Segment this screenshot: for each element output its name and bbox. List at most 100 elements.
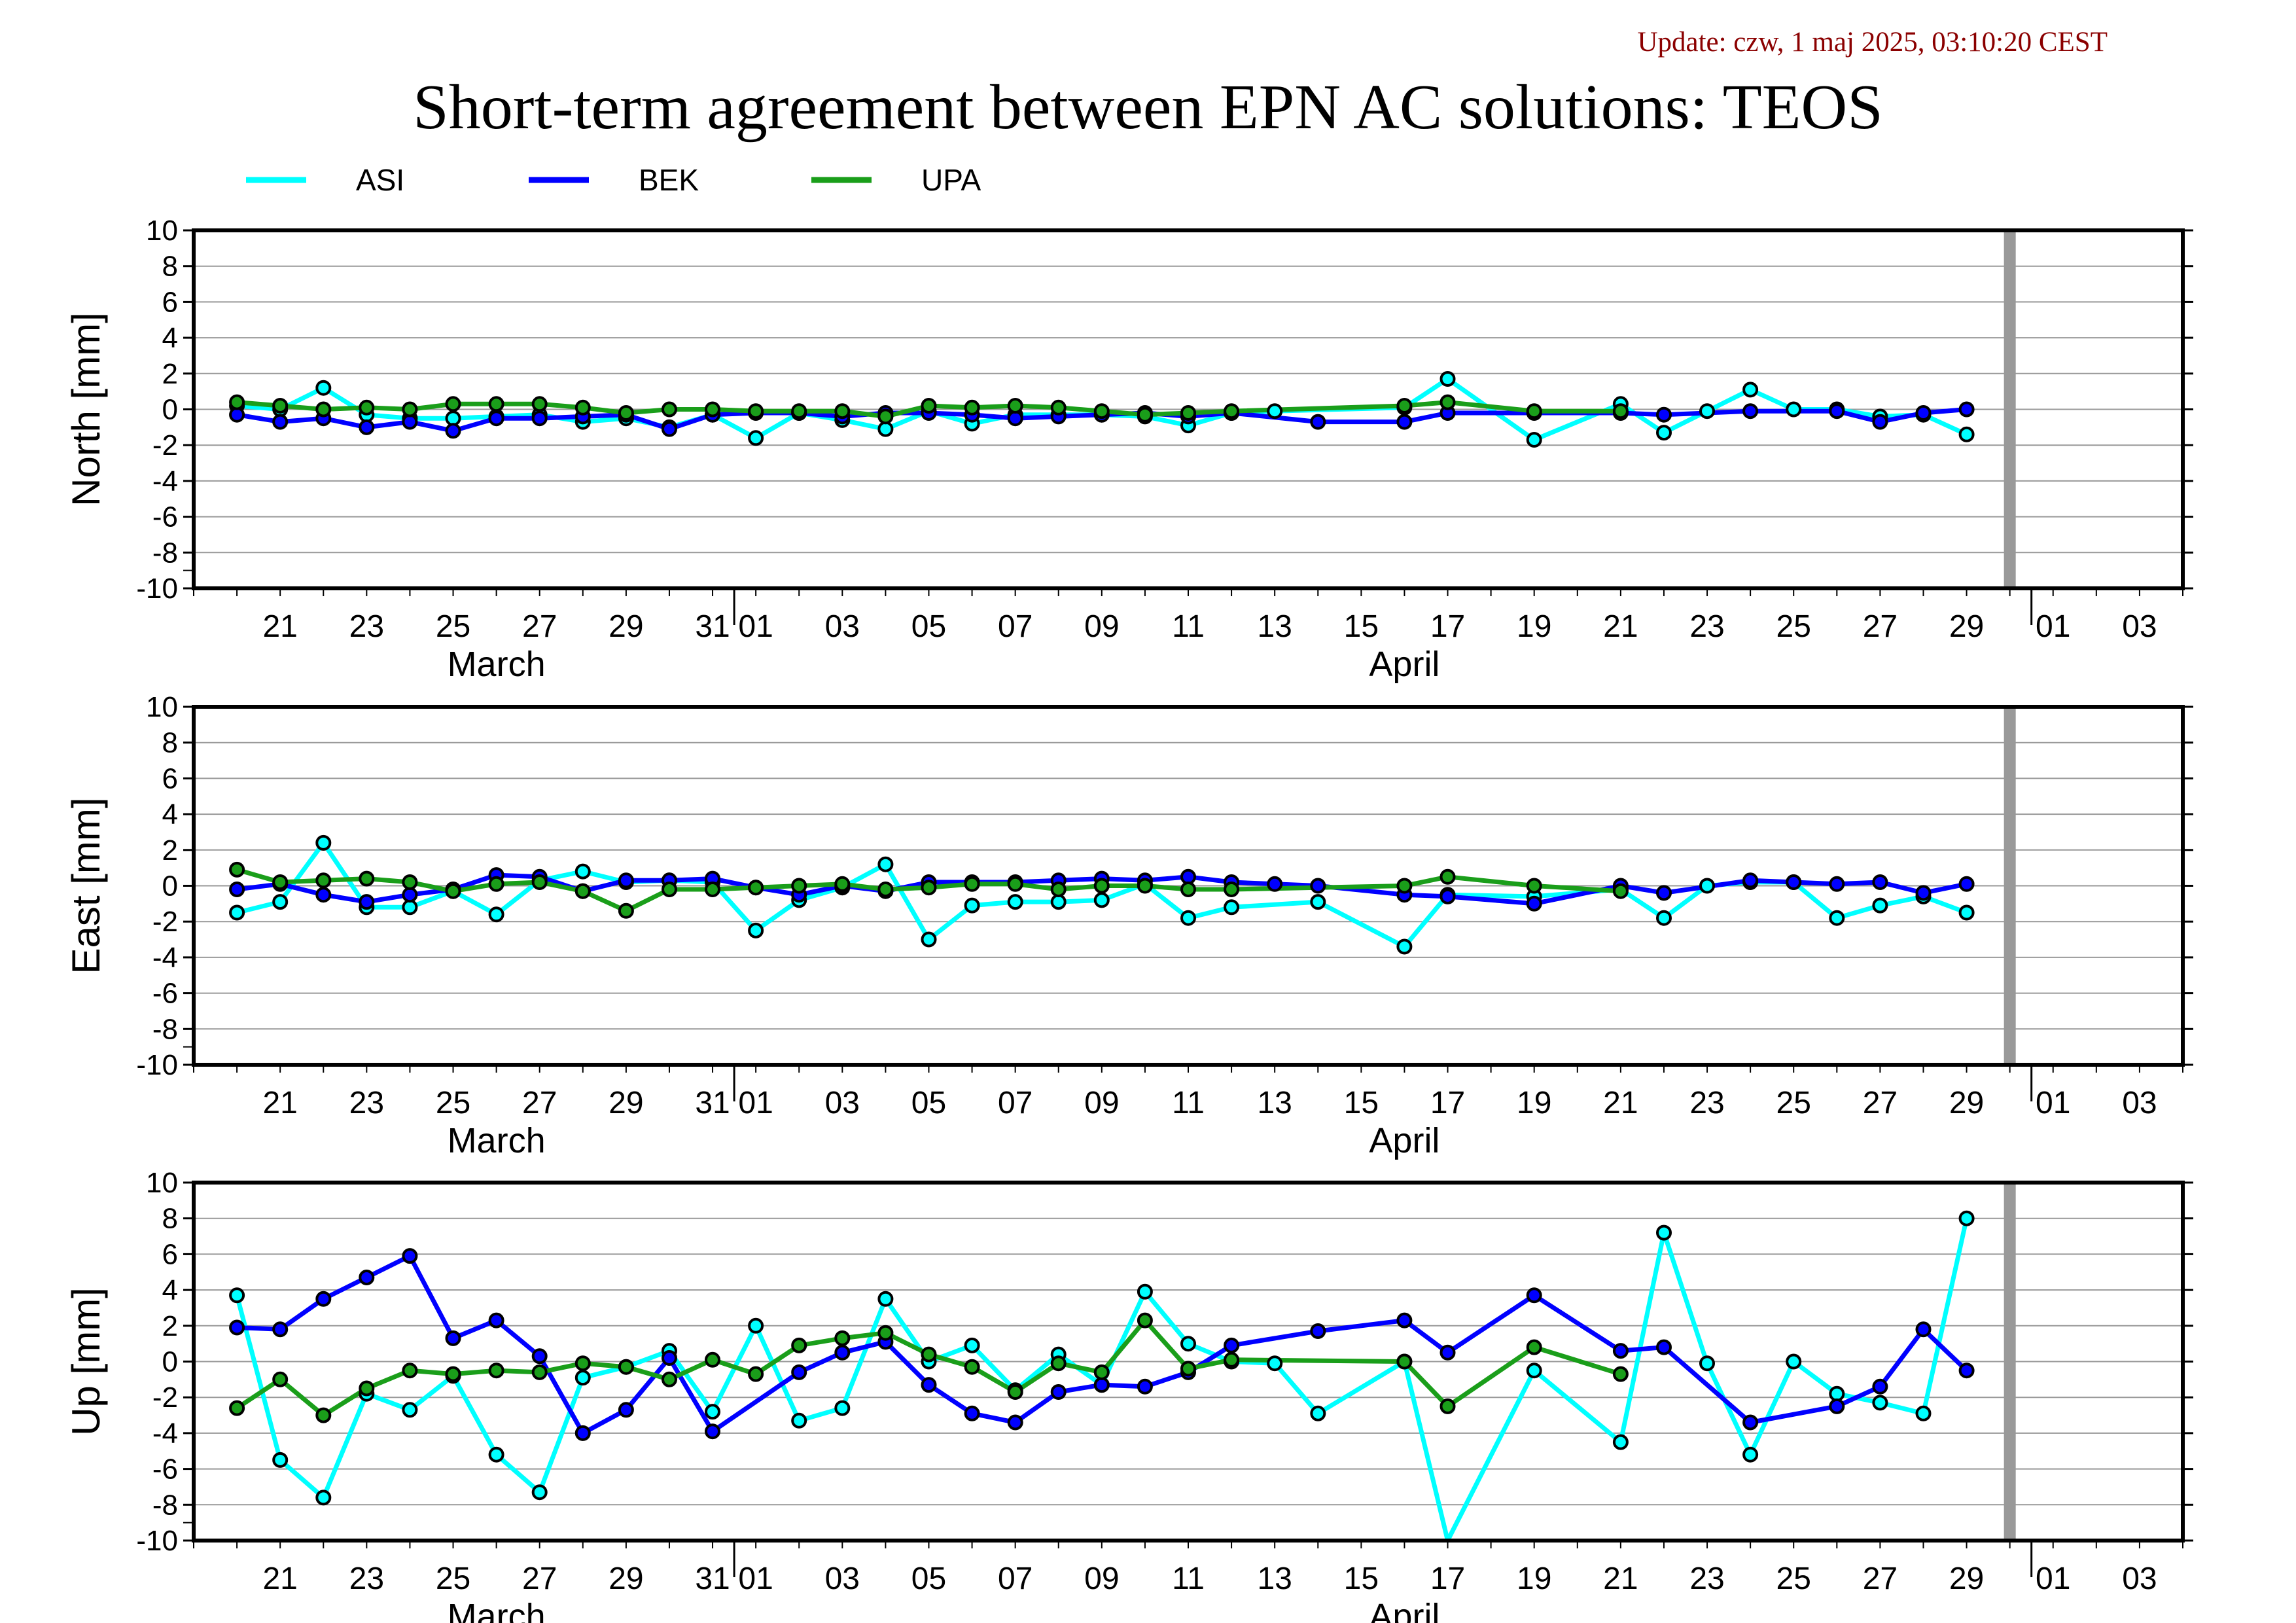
data-point-bek: [1612, 1343, 1629, 1359]
data-point-upa: [834, 1330, 851, 1346]
data-point-upa: [1007, 876, 1023, 892]
data-point-asi: [1612, 1434, 1629, 1450]
data-point-upa: [1093, 878, 1110, 894]
data-point-bek: [921, 1377, 937, 1393]
data-point-bek: [359, 419, 375, 435]
data-point-upa: [1093, 1364, 1110, 1380]
data-point-asi: [1872, 897, 1888, 914]
data-point-bek: [1872, 874, 1888, 890]
data-point-bek: [315, 1291, 332, 1307]
data-point-upa: [964, 1359, 980, 1375]
data-point-bek: [402, 887, 418, 903]
x-tick-label: 31: [695, 609, 730, 644]
data-point-bek: [1267, 876, 1283, 892]
x-tick-label: 31: [695, 1086, 730, 1120]
data-point-upa: [791, 1337, 807, 1353]
data-point-asi: [1786, 1353, 1802, 1370]
data-point-asi: [748, 922, 764, 938]
y-tick-label: 10: [146, 215, 178, 247]
data-point-bek: [574, 1425, 591, 1441]
data-point-asi: [1656, 425, 1672, 441]
data-point-asi: [315, 834, 332, 851]
x-tick-label: 09: [1084, 1561, 1119, 1596]
x-tick-label: 23: [349, 1561, 384, 1596]
x-tick-label: 25: [1776, 1086, 1811, 1120]
data-point-asi: [1829, 1385, 1845, 1402]
y-tick-label: 2: [162, 358, 178, 390]
data-point-upa: [877, 1325, 894, 1341]
data-point-upa: [359, 1380, 375, 1397]
x-tick-label: 03: [825, 1086, 860, 1120]
x-tick-label: 21: [1603, 1086, 1638, 1120]
x-tick-label: 11: [1172, 609, 1205, 644]
data-point-bek: [488, 410, 504, 427]
data-point-bek: [1007, 1414, 1023, 1431]
data-point-upa: [229, 861, 245, 878]
x-tick-label: 13: [1257, 1561, 1292, 1596]
data-point-asi: [1050, 894, 1067, 910]
x-tick-label: 03: [825, 1561, 860, 1596]
data-point-upa: [964, 876, 980, 892]
y-tick-label: -6: [152, 1454, 178, 1486]
data-point-asi: [1958, 904, 1975, 921]
data-point-upa: [1396, 398, 1413, 414]
data-point-upa: [1526, 878, 1542, 894]
y-tick-label: 6: [162, 1238, 178, 1270]
data-point-bek: [791, 1364, 807, 1380]
data-point-upa: [445, 883, 461, 899]
data-point-upa: [1224, 882, 1240, 897]
y-tick-label: -4: [152, 942, 178, 974]
x-tick-label: 29: [1949, 1086, 1984, 1120]
data-point-asi: [877, 421, 894, 437]
data-point-upa: [1224, 403, 1240, 419]
x-tick-label: 23: [1689, 1561, 1724, 1596]
data-point-bek: [1439, 1344, 1456, 1361]
data-point-upa: [748, 403, 764, 419]
data-point-asi: [1656, 1224, 1672, 1241]
data-point-bek: [272, 414, 289, 430]
data-point-upa: [748, 880, 764, 896]
data-point-asi: [445, 410, 461, 427]
x-tick-label: 15: [1344, 1561, 1379, 1596]
data-point-asi: [402, 899, 418, 916]
update-timestamp: Update: czw, 1 maj 2025, 03:10:20 CEST: [1637, 27, 2108, 58]
data-point-upa: [705, 1351, 720, 1368]
data-point-bek: [531, 1348, 548, 1364]
data-point-upa: [574, 883, 591, 899]
x-tick-label: 07: [998, 1086, 1033, 1120]
data-point-upa: [488, 876, 504, 892]
data-point-bek: [402, 414, 418, 430]
data-point-asi: [1007, 894, 1023, 910]
data-point-asi: [1958, 426, 1975, 442]
data-point-upa: [834, 876, 851, 892]
data-point-upa: [445, 1366, 461, 1382]
y-tick-label: -4: [152, 465, 178, 497]
data-point-bek: [1742, 1414, 1759, 1431]
x-tick-label: 21: [1603, 609, 1638, 644]
data-point-asi: [1310, 1405, 1326, 1421]
data-point-bek: [531, 410, 548, 427]
y-tick-label: 6: [162, 286, 178, 318]
chart-title: Short-term agreement between EPN AC solu…: [413, 72, 1883, 143]
data-point-upa: [1439, 394, 1456, 410]
x-tick-label: 09: [1084, 609, 1119, 644]
x-tick-label: 13: [1257, 609, 1292, 644]
data-point-upa: [964, 399, 980, 416]
data-point-upa: [1050, 399, 1067, 416]
data-point-upa: [1180, 882, 1196, 897]
data-point-bek: [445, 1330, 461, 1346]
y-tick-label: 2: [162, 834, 178, 866]
data-point-asi: [402, 1402, 418, 1418]
x-tick-label: 27: [1863, 1086, 1898, 1120]
data-point-bek: [229, 406, 245, 423]
y-tick-label: 0: [162, 1346, 178, 1378]
y-tick-label: -8: [152, 1489, 178, 1521]
y-tick-label: -8: [152, 537, 178, 569]
data-point-upa: [921, 398, 937, 414]
data-point-upa: [748, 1366, 764, 1382]
y-axis-label: Up [mm]: [64, 1287, 108, 1436]
data-point-bek: [1439, 888, 1456, 904]
data-point-upa: [618, 1359, 634, 1375]
x-tick-label: 15: [1344, 609, 1379, 644]
data-point-asi: [1699, 878, 1715, 894]
